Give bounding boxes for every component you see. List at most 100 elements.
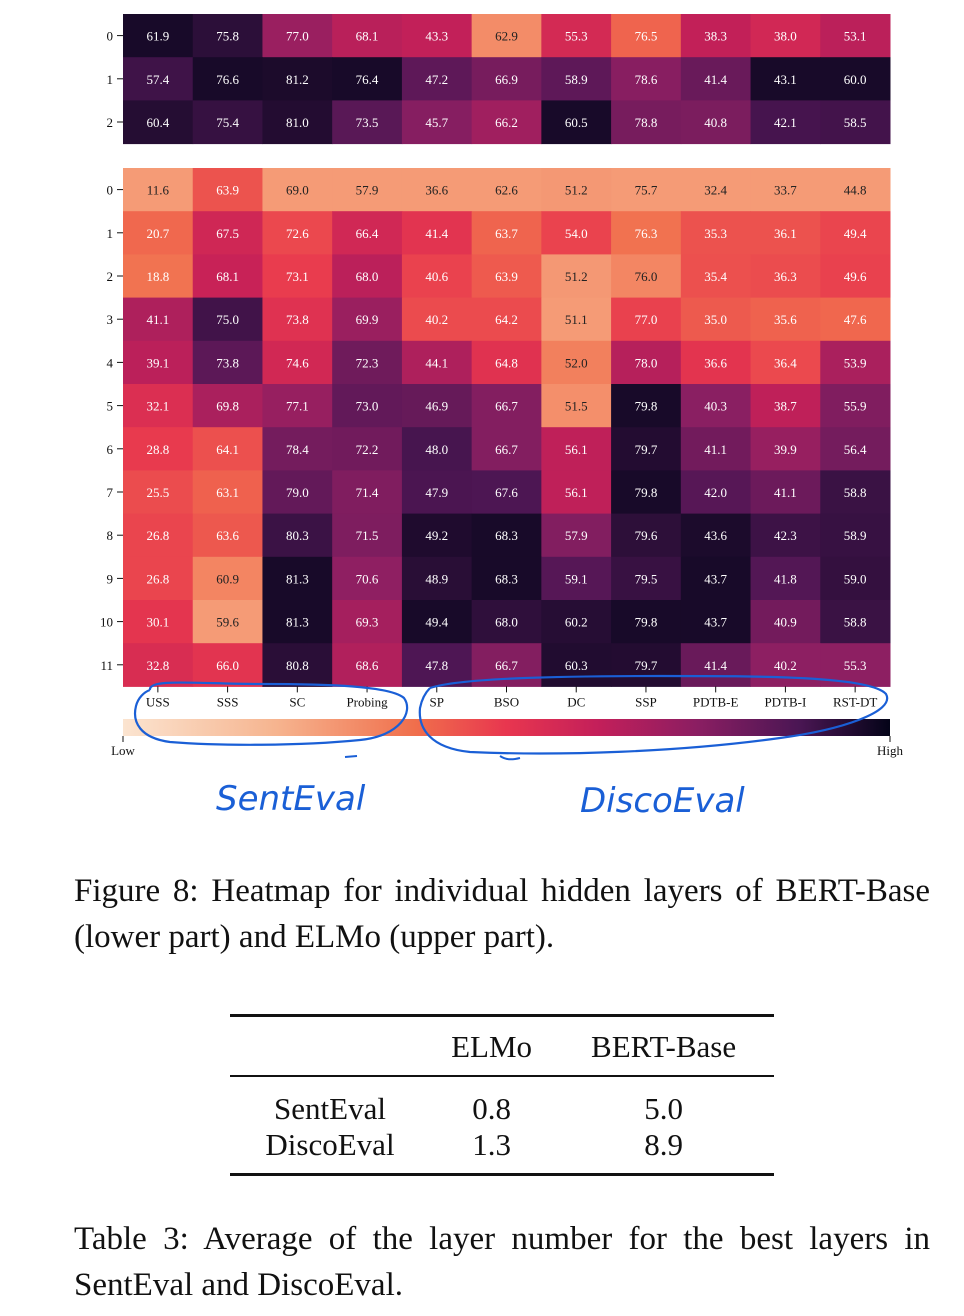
heatmap-cell — [611, 556, 682, 601]
heatmap-cell — [123, 513, 194, 558]
heatmap-cell-value: 77.0 — [286, 29, 309, 44]
heatmap-cell — [820, 297, 891, 342]
heatmap-cell-value: 59.0 — [844, 571, 867, 586]
heatmap-cell-value: 59.1 — [565, 571, 588, 586]
table-cell: 5.0 — [644, 1091, 683, 1126]
heatmap-cell-value: 78.0 — [635, 355, 658, 370]
heatmap-cell-value: 60.2 — [565, 615, 588, 630]
heatmap-cell — [750, 556, 821, 601]
heatmap-cell-value: 57.4 — [146, 72, 169, 87]
heatmap-cell — [471, 297, 542, 342]
heatmap-cell — [262, 556, 333, 601]
heatmap-cell — [123, 470, 194, 515]
heatmap-cell — [611, 100, 682, 145]
heatmap-cell-value: 66.7 — [495, 658, 518, 673]
heatmap-cell-value: 72.6 — [286, 226, 309, 241]
heatmap-cell-value: 39.9 — [774, 442, 797, 457]
heatmap-cell — [471, 168, 542, 212]
row-label: 6 — [107, 442, 114, 457]
heatmap-cell — [541, 340, 612, 385]
bert-heatmap: 11.6 63.9 69.0 57.9 36.6 62.6 51.2 75.7 32.4 33.7… — [100, 168, 891, 687]
heatmap-cell — [262, 600, 333, 644]
heatmap-cell — [471, 254, 542, 299]
heatmap-cell — [332, 556, 403, 601]
heatmap-cell — [611, 211, 682, 255]
heatmap-cell-value: 38.0 — [774, 29, 797, 44]
heatmap-cell-value: 64.8 — [495, 355, 518, 370]
heatmap-cell — [541, 600, 612, 644]
heatmap-cell — [750, 254, 821, 299]
heatmap-cell-value: 60.4 — [146, 115, 169, 130]
table-cell: DiscoEval — [230, 1127, 430, 1176]
heatmap-cell — [332, 600, 403, 644]
heatmap-cell — [611, 470, 682, 515]
heatmap-cell — [680, 427, 752, 471]
heatmap-cell — [471, 100, 542, 145]
heatmap-cell-value: 43.3 — [425, 29, 448, 44]
heatmap-cell — [541, 470, 612, 515]
heatmap-cell-value: 36.1 — [774, 226, 797, 241]
heatmap-cell-value: 77.0 — [635, 312, 658, 327]
heatmap-cell-value: 71.4 — [356, 485, 379, 500]
heatmap-cell — [332, 297, 403, 342]
heatmap-cell-value: 53.1 — [844, 29, 867, 44]
heatmap-cell — [611, 168, 682, 212]
heatmap-cell — [123, 384, 194, 428]
heatmap-cell-value: 40.9 — [774, 615, 797, 630]
heatmap-cell-value: 79.6 — [635, 528, 658, 543]
heatmap-cell — [192, 513, 263, 558]
heatmap-cell — [611, 340, 682, 385]
heatmap-cell — [332, 384, 403, 428]
heatmap-cell-value: 79.5 — [635, 571, 658, 586]
heatmap-cell-value: 36.3 — [774, 269, 797, 284]
heatmap-cell — [611, 57, 682, 101]
heatmap-cell-value: 33.7 — [774, 183, 797, 198]
heatmap-cell-value: 75.8 — [216, 29, 239, 44]
heatmap-cell-value: 35.3 — [704, 226, 727, 241]
heatmap-cell-value: 68.1 — [216, 269, 239, 284]
heatmap-cell — [401, 168, 473, 212]
heatmap-cell — [611, 297, 682, 342]
heatmap-cell-value: 26.8 — [146, 528, 169, 543]
heatmap-cell — [750, 470, 821, 515]
row-label: 11 — [100, 658, 113, 673]
heatmap-cell-value: 78.6 — [635, 72, 658, 87]
heatmap-cell — [401, 297, 473, 342]
heatmap-cell — [192, 168, 263, 212]
table-cell: 0.8 — [472, 1091, 511, 1126]
heatmap-cell — [820, 168, 891, 212]
heatmap-cell-value: 47.9 — [425, 485, 448, 500]
heatmap-cell-value: 76.3 — [635, 226, 658, 241]
heatmap-cell-value: 47.8 — [425, 658, 448, 673]
heatmap-cell-value: 63.9 — [495, 269, 518, 284]
heatmap-cell — [401, 643, 473, 687]
heatmap-cell-value: 41.1 — [774, 485, 797, 500]
heatmap-cell — [680, 57, 752, 101]
heatmap-cell — [192, 427, 263, 471]
heatmap-cell-value: 30.1 — [146, 615, 169, 630]
heatmap-cell — [541, 556, 612, 601]
row-label: 7 — [107, 485, 114, 500]
heatmap-cell — [471, 470, 542, 515]
heatmap-cell-value: 73.5 — [356, 115, 379, 130]
heatmap-cell-value: 79.7 — [635, 658, 658, 673]
heatmap-cell — [471, 600, 542, 644]
heatmap-cell-value: 73.1 — [286, 269, 309, 284]
heatmap-cell — [192, 340, 263, 385]
heatmap-cell — [401, 556, 473, 601]
heatmap-cell — [262, 100, 333, 145]
heatmap-cell-value: 36.6 — [425, 183, 448, 198]
heatmap-cell-value: 35.6 — [774, 312, 797, 327]
heatmap-cell-value: 42.0 — [704, 485, 727, 500]
colorbar — [123, 719, 890, 736]
table-header-row: ELMo BERT-Base — [230, 1015, 774, 1077]
heatmap-cell-value: 43.6 — [704, 528, 727, 543]
heatmap-cell — [680, 340, 752, 385]
heatmap-cell — [123, 168, 194, 212]
heatmap-cell — [123, 57, 194, 101]
heatmap-figure: 61.9 75.8 77.0 68.1 43.3 62.9 55.3 76.5 38.3 38.0… — [100, 14, 904, 821]
heatmap-cell-value: 73.0 — [356, 399, 379, 414]
heatmap-cell-value: 25.5 — [146, 485, 169, 500]
heatmap-cell — [680, 384, 752, 428]
heatmap-cell — [541, 14, 612, 58]
